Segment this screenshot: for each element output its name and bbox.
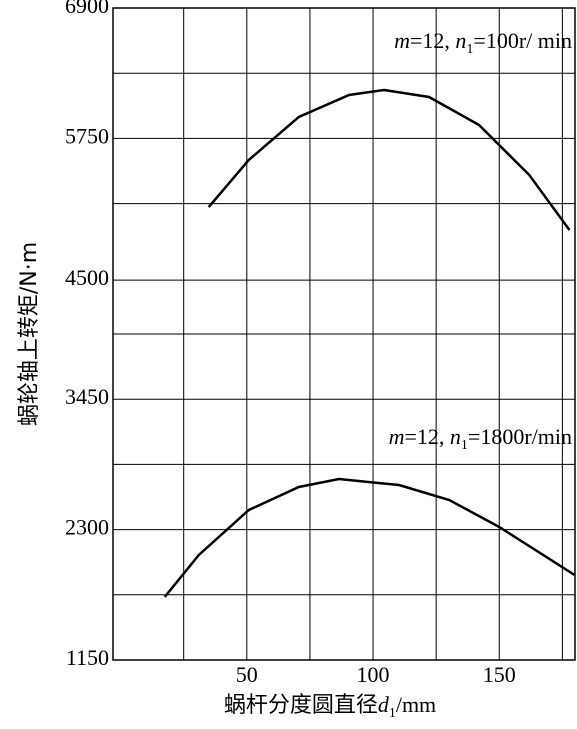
- x-label-var: d: [378, 692, 390, 717]
- x-tick-label: 100: [357, 662, 390, 687]
- legend-part: m: [394, 28, 410, 53]
- y-tick-label: 2300: [65, 515, 109, 540]
- curve: [207, 88, 571, 231]
- legend-part: =1800r/min: [468, 424, 572, 449]
- legend-part: n: [455, 28, 466, 53]
- y-tick-label: 3450: [65, 384, 109, 409]
- legend-part: =12,: [410, 28, 455, 53]
- legend-part: =12,: [405, 424, 450, 449]
- x-label-main: 蜗杆分度圆直径: [224, 693, 378, 718]
- x-axis-label: 蜗杆分度圆直径d1/mm: [224, 692, 436, 721]
- legend-part: n: [450, 424, 461, 449]
- legend-part: 1: [461, 438, 468, 453]
- y-tick-label: 1150: [66, 645, 109, 670]
- legend-part: =100r/ min: [473, 28, 572, 53]
- y-tick-label: 5750: [65, 123, 109, 148]
- legend-part: 1: [466, 42, 473, 57]
- x-tick-label: 150: [483, 662, 516, 687]
- curve: [163, 477, 576, 598]
- y-tick-label: 4500: [65, 265, 109, 290]
- x-tick-label: 50: [236, 662, 258, 687]
- legend-part: m: [389, 424, 405, 449]
- x-label-sub: 1: [389, 706, 396, 721]
- legend-entry: m=12, n1=100r/ min: [394, 28, 572, 57]
- legend-entry: m=12, n1=1800r/min: [389, 424, 572, 453]
- x-label-unit: /mm: [396, 692, 436, 717]
- y-axis-label: 蜗轮轴上转矩/N·m: [17, 242, 42, 426]
- y-tick-label: 6900: [65, 0, 109, 18]
